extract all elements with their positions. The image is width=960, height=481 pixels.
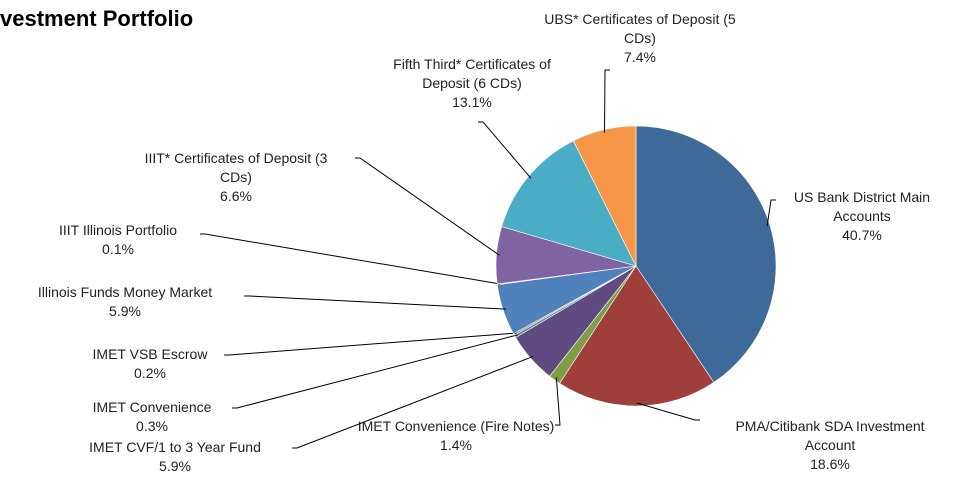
data-label: IMET Convenience (Fire Notes) 1.4% — [326, 417, 586, 455]
chart-title: vestment Portfolio — [0, 6, 194, 31]
leader-line — [200, 233, 501, 285]
slice-percent: 0.3% — [136, 418, 168, 434]
leader-line — [766, 199, 776, 227]
leader-line — [232, 334, 518, 409]
slice-percent: 0.2% — [134, 365, 166, 381]
leader-line — [603, 69, 610, 133]
slice-percent: 1.4% — [440, 437, 472, 453]
slice-percent: 5.9% — [159, 458, 191, 474]
slice-name: IMET Convenience (Fire Notes) — [357, 418, 555, 434]
slice-name: IIIT Illinois Portfolio — [58, 222, 177, 238]
data-label: Fifth Third* Certificates of Deposit (6 … — [375, 55, 570, 112]
leader-line — [555, 377, 561, 426]
data-label: PMA/Citibank SDA Investment Account 18.6% — [723, 417, 938, 474]
leader-line — [355, 157, 500, 256]
slice-percent: 6.6% — [220, 188, 252, 204]
slice-percent: 13.1% — [452, 94, 492, 110]
data-label: IMET CVF/1 to 3 Year Fund 5.9% — [60, 438, 290, 476]
data-label: IIIT* Certificates of Deposit (3 CDs) 6.6… — [129, 149, 344, 206]
slice-name: US Bank District Main Accounts — [793, 189, 931, 224]
leader-line — [478, 121, 532, 179]
data-label: UBS* Certificates of Deposit (5 CDs) 7.4% — [529, 10, 751, 67]
slice-percent: 7.4% — [624, 49, 656, 65]
slice-name: UBS* Certificates of Deposit (5 CDs) — [544, 11, 736, 46]
data-label: IMET VSB Escrow 0.2% — [60, 345, 240, 383]
leader-line — [244, 295, 506, 310]
slice-name: Fifth Third* Certificates of Deposit (6 … — [393, 56, 551, 91]
slice-name: Illinois Funds Money Market — [37, 284, 213, 300]
slice-name: PMA/Citibank SDA Investment Account — [735, 418, 925, 453]
slice-name: IMET CVF/1 to 3 Year Fund — [89, 439, 261, 455]
slice-percent: 5.9% — [109, 303, 141, 319]
slice-percent: 18.6% — [810, 456, 850, 472]
leader-line — [292, 355, 534, 449]
pie-slice — [501, 140, 637, 267]
pie-slice — [559, 265, 715, 407]
slice-percent: 40.7% — [842, 227, 882, 243]
slice-percent: 0.1% — [102, 241, 134, 257]
data-label: Illinois Funds Money Market 5.9% — [0, 283, 250, 321]
pie-slice — [572, 125, 637, 267]
data-label: US Bank District Main Accounts 40.7% — [780, 188, 945, 245]
leader-line — [636, 402, 700, 421]
slice-name: IMET Convenience — [92, 399, 212, 415]
leader-line — [224, 332, 517, 356]
slice-name: IMET VSB Escrow — [92, 346, 208, 362]
data-label: IMET Convenience 0.3% — [62, 398, 242, 436]
slice-name: IIIT* Certificates of Deposit (3 CDs) — [144, 150, 328, 185]
data-label: IIIT Illinois Portfolio 0.1% — [18, 221, 218, 259]
